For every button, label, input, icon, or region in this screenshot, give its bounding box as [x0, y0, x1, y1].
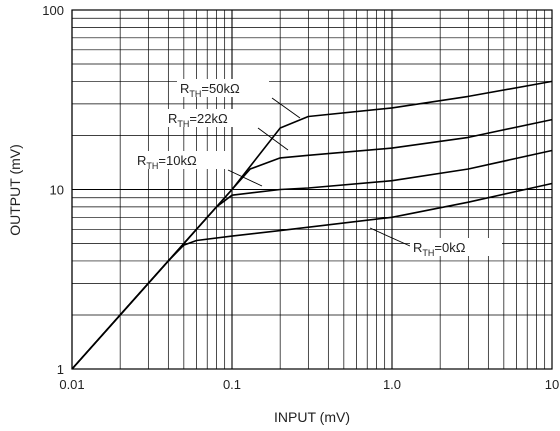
- series-labels: RTH=50kΩ RTH=22kΩ RTH=10kΩ RTH=0kΩ: [134, 79, 502, 258]
- x-tick-label: 10: [545, 377, 559, 392]
- series-label-3: RTH=0kΩ: [413, 240, 466, 258]
- grid: [71, 10, 552, 370]
- series-line-0: [71, 80, 553, 370]
- y-axis-title: OUTPUT (mV): [7, 144, 23, 236]
- series-label-0: RTH=50kΩ: [180, 81, 240, 99]
- series-label-bg: [410, 238, 502, 256]
- series-line-3: [71, 182, 553, 370]
- series-line-2: [71, 149, 553, 370]
- leader-line-1: [257, 127, 289, 151]
- series-label-bg: [177, 79, 269, 97]
- label-leaders: [227, 97, 411, 247]
- x-tick-label: 0.1: [223, 377, 241, 392]
- x-axis-title: INPUT (mV): [274, 409, 350, 425]
- series-label-1: RTH=22kΩ: [168, 111, 228, 129]
- y-tick-label: 1: [57, 362, 64, 377]
- plot-frame: [71, 9, 553, 370]
- series-line-1: [71, 118, 553, 370]
- leader-line-0: [271, 97, 301, 119]
- y-tick-label: 10: [50, 183, 64, 198]
- x-tick-label: 0.01: [59, 377, 84, 392]
- leader-line-2: [227, 169, 263, 187]
- series-label-bg: [165, 109, 257, 127]
- series-label-bg: [134, 151, 226, 169]
- series-label-2: RTH=10kΩ: [137, 153, 197, 171]
- tick-labels: 0.01 0.1 1.0 10 1 10 100: [42, 3, 559, 392]
- x-tick-label: 1.0: [383, 377, 401, 392]
- leader-line-3: [369, 227, 411, 247]
- y-tick-label: 100: [42, 3, 64, 18]
- series-layer: [71, 80, 553, 370]
